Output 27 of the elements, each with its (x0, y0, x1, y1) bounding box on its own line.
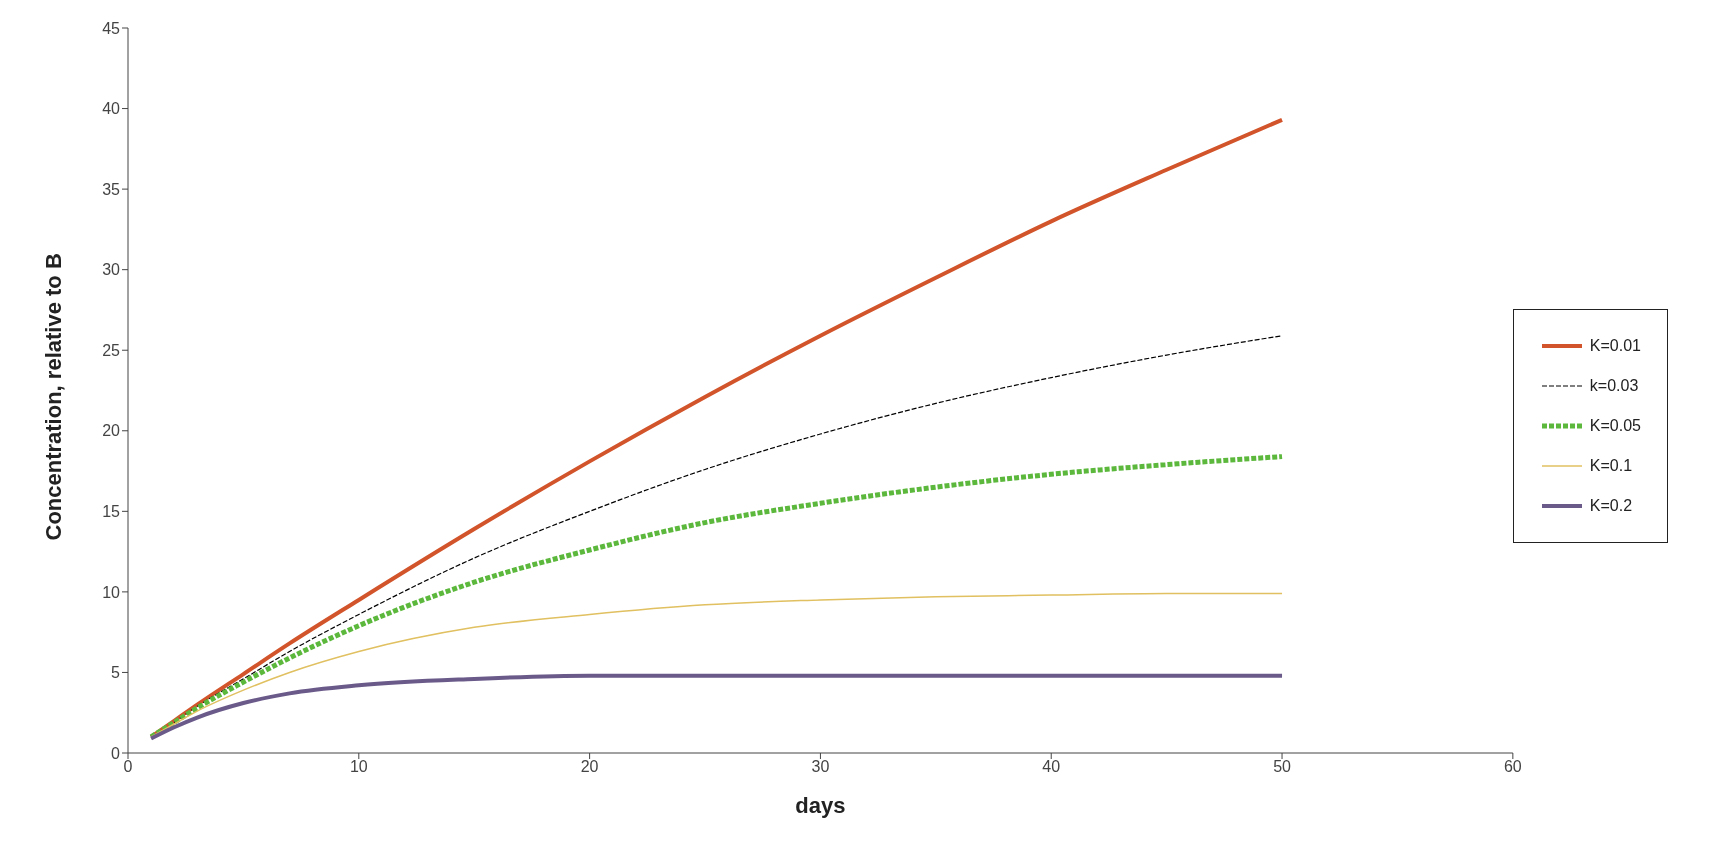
x-tick-label: 30 (811, 758, 830, 776)
y-tick-label: 40 (102, 100, 121, 118)
x-tick-label: 40 (1042, 758, 1061, 776)
y-tick-label: 5 (111, 664, 121, 682)
y-tick-label: 35 (102, 180, 121, 198)
y-axis-title: Concentration, relative to B (40, 253, 66, 541)
legend-label: K=0.1 (1589, 456, 1633, 475)
x-tick-label: 50 (1273, 758, 1292, 776)
x-tick-label: 20 (580, 758, 599, 776)
line-series (173, 335, 1283, 723)
legend-label: K=0.01 (1589, 336, 1641, 355)
x-axis-title: days (795, 793, 846, 818)
y-tick-label: 30 (102, 261, 121, 279)
x-tick-label: 10 (349, 758, 368, 776)
x-tick-label: 60 (1503, 758, 1522, 776)
y-tick-label: 0 (111, 744, 121, 762)
y-tick-label: 15 (102, 503, 121, 521)
line-series (149, 673, 1285, 741)
legend-label: k=0.03 (1589, 376, 1639, 395)
legend-label: K=0.2 (1589, 496, 1633, 515)
x-tick-label: 0 (123, 758, 133, 776)
y-tick-label: 25 (102, 341, 121, 359)
legend-label: K=0.05 (1589, 416, 1641, 435)
y-tick-label: 10 (102, 583, 121, 601)
line-series (150, 592, 1283, 738)
y-tick-label: 20 (102, 422, 121, 440)
y-tick-label: 45 (102, 19, 121, 37)
